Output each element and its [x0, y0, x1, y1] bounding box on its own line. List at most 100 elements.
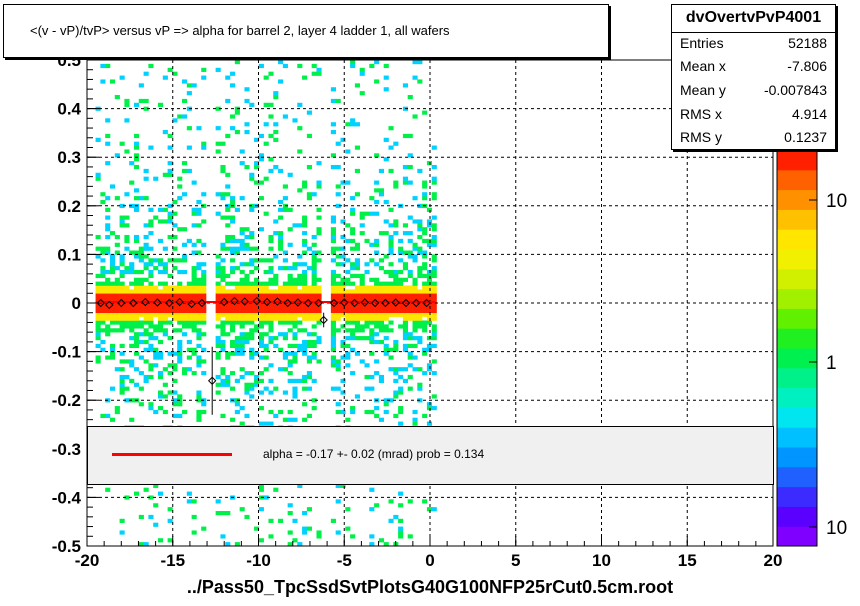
fit-legend-box: alpha = -0.17 +- 0.02 (mrad) prob = 0.13… — [87, 426, 774, 485]
heatmap-cell — [143, 98, 149, 104]
heatmap-cell — [412, 316, 418, 321]
heatmap-cell — [239, 149, 245, 154]
heatmap-cell — [417, 168, 423, 174]
heatmap-cell — [316, 161, 322, 166]
heatmap-cell — [330, 231, 336, 236]
heatmap-cell — [374, 312, 380, 317]
heatmap-cell — [354, 320, 360, 325]
heatmap-cell — [345, 351, 351, 356]
palette-swatch — [777, 417, 817, 428]
heatmap-cell — [177, 355, 183, 360]
heatmap-cell — [177, 343, 183, 349]
heatmap-cell — [268, 316, 274, 321]
heatmap-cell — [105, 223, 111, 228]
heatmap-cell — [388, 328, 394, 333]
heatmap-cell — [369, 328, 375, 333]
heatmap-cell — [220, 534, 226, 539]
heatmap-cell — [230, 215, 236, 220]
heatmap-cell — [316, 534, 322, 539]
heatmap-cell — [191, 347, 197, 352]
heatmap-cell — [258, 371, 264, 376]
heatmap-cell — [398, 386, 404, 391]
heatmap-cell — [109, 184, 116, 189]
heatmap-cell — [426, 277, 433, 282]
heatmap-cell — [177, 312, 183, 317]
heatmap-cell — [105, 227, 111, 232]
heatmap-cell — [311, 234, 317, 240]
heatmap-cell — [369, 542, 375, 547]
heatmap-cell — [340, 219, 346, 224]
heatmap-cell — [196, 320, 202, 325]
heatmap-cell — [119, 378, 125, 384]
palette-swatch — [777, 288, 817, 299]
heatmap-cell — [431, 394, 437, 399]
heatmap-cell — [330, 164, 336, 170]
heatmap-cell — [153, 258, 159, 263]
heatmap-cell — [182, 161, 188, 166]
heatmap-cell — [191, 530, 197, 535]
heatmap-cell — [143, 320, 149, 325]
heatmap-cell — [316, 231, 322, 236]
heatmap-cell — [311, 312, 317, 317]
heatmap-cell — [258, 487, 264, 492]
heatmap-cell — [119, 324, 125, 329]
heatmap-cell — [258, 332, 264, 337]
heatmap-cell — [167, 168, 173, 174]
heatmap-cell — [402, 277, 409, 282]
heatmap-cell — [297, 297, 303, 302]
heatmap-cell — [311, 273, 317, 279]
heatmap-cell — [201, 347, 207, 352]
heatmap-cell — [335, 316, 341, 321]
heatmap-cell — [417, 250, 423, 255]
heatmap-cell — [402, 332, 409, 337]
heatmap-cell — [105, 196, 111, 201]
palette-swatch — [777, 239, 817, 250]
heatmap-cell — [412, 320, 418, 325]
heatmap-cell — [234, 304, 240, 310]
heatmap-cell — [167, 301, 173, 306]
heatmap-cell — [234, 289, 240, 294]
heatmap-cell — [124, 297, 130, 302]
heatmap-cell — [268, 277, 274, 282]
heatmap-cell — [431, 359, 437, 364]
heatmap-cell — [378, 324, 384, 329]
heatmap-cell — [412, 242, 418, 247]
heatmap-cell — [119, 359, 125, 364]
heatmap-cell — [172, 351, 178, 356]
heatmap-cell — [369, 242, 375, 247]
heatmap-cell — [426, 285, 433, 290]
profile-point — [153, 298, 162, 307]
heatmap-cell — [114, 277, 120, 282]
heatmap-cell — [263, 141, 269, 146]
heatmap-cell — [234, 110, 240, 115]
heatmap-cell — [109, 320, 116, 325]
heatmap-cell — [364, 374, 370, 380]
heatmap-cell — [282, 114, 288, 119]
heatmap-cell — [124, 293, 130, 298]
footer-filename: ../Pass50_TpcSsdSvtPlotsG40G100NFP25rCut… — [186, 577, 674, 597]
heatmap-cell — [105, 297, 111, 302]
heatmap-cell — [268, 336, 274, 341]
heatmap-cell — [249, 382, 255, 387]
heatmap-cell — [426, 406, 433, 411]
heatmap-cell — [292, 351, 298, 356]
heatmap-cell — [340, 339, 346, 345]
heatmap-cell — [412, 114, 418, 119]
heatmap-cell — [162, 281, 168, 286]
heatmap-cell — [282, 417, 288, 422]
heatmap-cell — [388, 367, 394, 372]
heatmap-cell — [369, 293, 375, 298]
heatmap-cell — [254, 246, 260, 251]
heatmap-cell — [302, 417, 308, 422]
heatmap-cell — [182, 114, 188, 119]
heatmap-cell — [431, 324, 437, 329]
heatmap-cell — [388, 289, 394, 294]
heatmap-cell — [114, 409, 120, 415]
heatmap-cell — [263, 495, 269, 500]
heatmap-cell — [258, 507, 264, 512]
heatmap-cell — [398, 258, 404, 263]
heatmap-cell — [311, 406, 317, 411]
heatmap-cell — [369, 289, 375, 294]
heatmap-cell — [316, 207, 322, 212]
heatmap-cell — [162, 320, 168, 325]
